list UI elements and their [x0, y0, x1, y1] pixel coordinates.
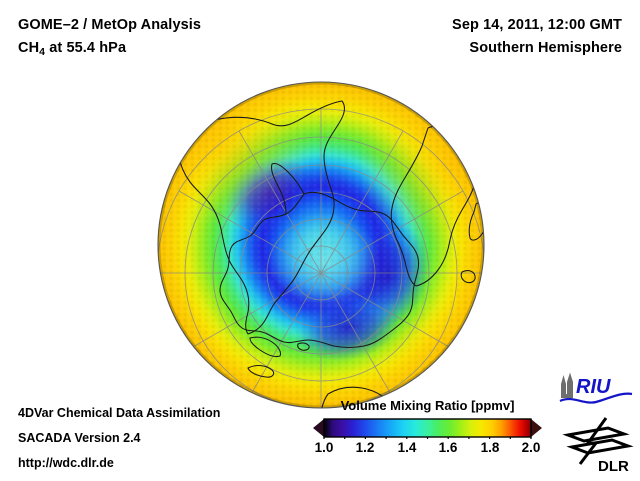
colorbar-gradient [324, 419, 531, 437]
dlr-wordmark: DLR [598, 458, 629, 475]
colorbar-tick-label: 1.8 [480, 440, 500, 455]
cathedral-towers-icon [561, 372, 573, 398]
dlr-emblem-icon [562, 417, 634, 465]
dlr-logo: DLR [562, 414, 636, 476]
url-label: http://wdc.dlr.de [18, 456, 114, 470]
globe-field [158, 82, 484, 408]
species-subscript: 4 [39, 46, 46, 58]
coastlines [175, 100, 484, 408]
colorbar-bar [305, 417, 550, 439]
colorbar-tick-labels: 1.0 1.2 1.4 1.6 1.8 2.0 [305, 440, 550, 458]
colorbar-ticks [323, 437, 532, 439]
colorbar-tick-label: 1.2 [355, 440, 375, 455]
coastline-south-america [175, 100, 345, 335]
header-right: Sep 14, 2011, 12:00 GMT Southern Hemisph… [292, 14, 622, 60]
colorbar-tick-label: 2.0 [521, 440, 541, 455]
riu-wordmark: RIU [576, 376, 611, 398]
coastline-antarctica [219, 191, 420, 349]
riu-logo: RIU [556, 372, 636, 410]
hemisphere-label: Southern Hemisphere [469, 40, 622, 56]
header-left: GOME–2 / MetOp Analysis CH4 at 55.4 hPa [18, 14, 358, 61]
riu-wave-icon [559, 392, 633, 404]
version-label: SACADA Version 2.4 [18, 431, 141, 445]
colorbar-title: Volume Mixing Ratio [ppmv] [340, 398, 515, 413]
level-label: at 55.4 hPa [45, 40, 127, 56]
graticule-meridians [158, 109, 484, 408]
datetime-label: Sep 14, 2011, 12:00 GMT [452, 17, 622, 33]
colorbar-high-arrow-icon [531, 419, 542, 437]
coastline-island-south [460, 270, 476, 284]
species-level-title: CH4 at 55.4 hPa [18, 37, 358, 61]
colorbar-tick-label: 1.0 [314, 440, 334, 455]
colorbar-tick-label: 1.4 [397, 440, 417, 455]
coastline-antarctic-peninsula [270, 162, 305, 215]
method-label: 4DVar Chemical Data Assimilation [18, 406, 221, 420]
coastline-tierra-del-fuego [249, 336, 282, 358]
globe-outline [157, 81, 485, 409]
species-label: CH [18, 40, 40, 56]
globe-map [152, 76, 492, 416]
footer-left: 4DVar Chemical Data Assimilation SACADA … [18, 401, 318, 476]
colorbar-low-arrow-icon [313, 419, 324, 437]
coastline-madagascar [468, 201, 484, 241]
colorbar: Volume Mixing Ratio [ppmv] [305, 398, 550, 458]
coastline-new-zealand [247, 365, 275, 378]
instrument-title: GOME–2 / MetOp Analysis [18, 17, 202, 33]
coastline-falklands [297, 342, 310, 351]
colorbar-tick-label: 1.6 [438, 440, 458, 455]
